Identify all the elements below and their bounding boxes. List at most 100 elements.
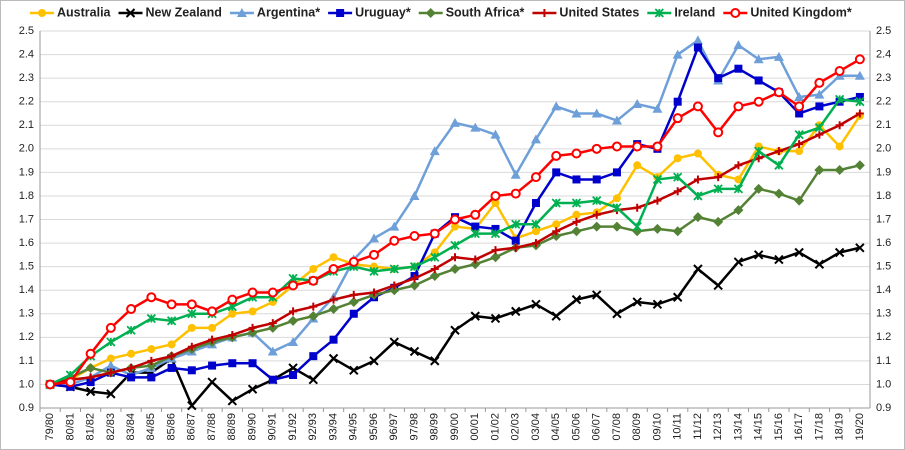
x-tick-label: 02/03	[510, 413, 522, 441]
marker	[450, 214, 460, 225]
marker	[348, 256, 359, 267]
marker	[267, 346, 278, 356]
marker	[511, 236, 520, 245]
marker	[794, 130, 804, 140]
marker	[611, 141, 622, 152]
marker	[572, 217, 581, 226]
series	[45, 94, 865, 390]
marker	[672, 226, 683, 237]
x-tick-label: 79/80	[44, 413, 56, 441]
x-tick-label: 15/16	[773, 413, 785, 441]
marker	[167, 363, 176, 372]
x-tick-label: 05/06	[570, 413, 582, 441]
x-tick-label: 06/07	[591, 413, 603, 441]
legend-label: Uruguay*	[355, 5, 411, 19]
legend-item: United States	[532, 5, 639, 19]
marker	[612, 194, 621, 203]
y2-tick-label: 1.7	[876, 213, 891, 225]
x-tick-label: 10/11	[672, 413, 684, 440]
marker	[692, 101, 703, 112]
marker	[147, 373, 156, 382]
y2-tick-label: 1.4	[876, 284, 891, 296]
legend-item: United Kingdom*	[723, 5, 852, 19]
marker	[774, 254, 784, 265]
marker	[409, 346, 420, 357]
marker	[571, 148, 582, 159]
marker	[248, 323, 257, 332]
marker	[552, 168, 561, 177]
marker	[773, 87, 784, 98]
marker	[470, 209, 481, 220]
y2-tick-label: 2.5	[876, 25, 891, 37]
marker	[208, 361, 217, 370]
marker	[409, 190, 420, 200]
y-tick-label: 2.0	[19, 143, 34, 155]
marker	[308, 375, 319, 385]
marker	[511, 243, 520, 252]
marker	[652, 141, 663, 152]
y2-tick-label: 1.5	[876, 261, 891, 273]
marker	[349, 309, 358, 318]
marker	[268, 319, 277, 328]
marker	[125, 8, 136, 18]
marker	[491, 246, 500, 255]
marker	[591, 221, 602, 232]
marker	[572, 175, 581, 184]
marker	[511, 306, 521, 317]
marker	[227, 396, 238, 406]
marker	[369, 233, 380, 243]
marker	[389, 337, 399, 347]
marker	[187, 400, 197, 411]
marker	[673, 154, 682, 163]
x-tick-label: 82/83	[105, 413, 117, 441]
marker	[490, 190, 501, 201]
marker	[753, 250, 764, 260]
marker	[248, 307, 257, 316]
x-tick-label: 98/99	[429, 413, 441, 441]
legend-label: Australia	[57, 5, 112, 19]
marker	[511, 219, 521, 229]
x-tick-label: 18/19	[834, 413, 846, 441]
marker	[632, 297, 642, 307]
marker	[531, 227, 540, 236]
legend-item: Argentina*	[229, 5, 320, 19]
x-tick-label: 16/17	[793, 413, 805, 441]
marker	[652, 223, 663, 234]
marker	[551, 198, 561, 208]
x-tick-label: 91/92	[287, 413, 299, 441]
marker	[693, 149, 702, 158]
marker	[490, 129, 501, 139]
y2-tick-label: 1.0	[876, 378, 891, 390]
marker	[470, 122, 481, 132]
y2-tick-label: 2.3	[876, 72, 891, 84]
y2-tick-label: 1.9	[876, 166, 891, 178]
marker	[795, 109, 804, 118]
marker	[510, 188, 521, 199]
marker	[187, 309, 197, 319]
y-tick-label: 1.9	[19, 166, 34, 178]
marker	[734, 64, 743, 73]
marker	[753, 54, 764, 64]
marker	[450, 117, 460, 127]
marker	[450, 240, 460, 251]
marker	[227, 294, 238, 305]
marker	[309, 264, 318, 273]
marker	[187, 366, 196, 375]
marker	[309, 302, 318, 311]
marker	[855, 97, 865, 107]
marker	[734, 161, 743, 170]
marker	[146, 360, 157, 371]
marker	[38, 9, 46, 17]
marker	[652, 174, 663, 185]
marker	[289, 307, 298, 316]
marker	[591, 290, 602, 300]
marker	[85, 362, 96, 373]
marker	[410, 274, 419, 283]
marker	[551, 101, 562, 111]
x-tick-label: 97/98	[408, 413, 420, 441]
marker	[692, 35, 703, 45]
legend-item: Ireland	[647, 5, 715, 19]
y2-tick-label: 1.6	[876, 237, 891, 249]
marker	[126, 325, 136, 335]
x-tick-label: 17/18	[813, 413, 825, 441]
